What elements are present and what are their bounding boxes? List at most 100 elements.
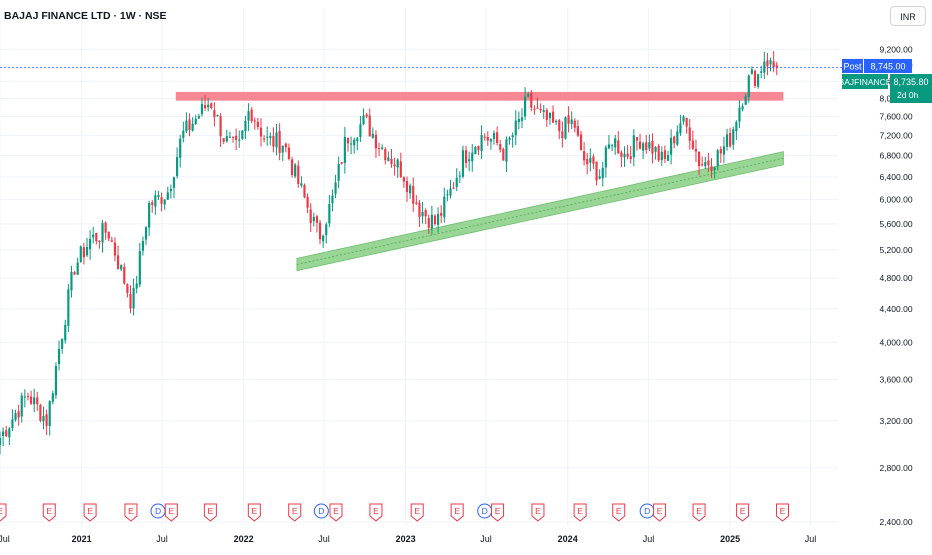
candle-body (216, 114, 219, 117)
candle-body (757, 74, 760, 87)
candle-body (430, 214, 433, 229)
candle-body (421, 211, 424, 217)
candle-body (14, 413, 17, 420)
candle-body (483, 136, 486, 138)
earnings-marker (450, 503, 464, 522)
candle-body (297, 165, 300, 185)
candle-body (98, 240, 101, 242)
candle-body (23, 396, 26, 398)
candle-body (309, 209, 312, 224)
candle-body (492, 132, 496, 139)
candle-body (701, 164, 704, 166)
support-channel-midline (296, 157, 784, 265)
candle-body (576, 126, 579, 136)
candle-body (561, 131, 564, 139)
currency-button[interactable]: INR (890, 6, 926, 26)
candle-body (247, 111, 250, 121)
time-axis[interactable]: Jul 2021 Jul 2022 Jul 2023 Jul 2024 Jul 2025 Jul (0, 534, 816, 544)
candle-body (259, 127, 263, 137)
candle-body (256, 121, 259, 127)
candle-body (474, 147, 477, 155)
candle-body (92, 234, 95, 238)
countdown-label: 2d 0h (897, 90, 919, 100)
candle-body (387, 157, 390, 162)
last-price-label: 8,735.80 (893, 77, 928, 87)
y-tick-label: 9,200.00 (879, 44, 912, 54)
earnings-marker-label: E (292, 506, 298, 516)
candle-body (101, 223, 104, 243)
earnings-marker (329, 503, 343, 522)
candle-body (555, 120, 558, 123)
candle-body (315, 216, 319, 223)
candle-body (614, 138, 617, 148)
candle-body (353, 139, 356, 146)
candle-body (446, 194, 449, 196)
candle-body (632, 135, 635, 158)
drawing-zones (175, 91, 784, 272)
candle-body (688, 127, 691, 141)
dividend-marker-label: D (644, 506, 650, 516)
post-tag-label: Post (843, 62, 862, 72)
candle-body (393, 164, 396, 167)
candle-body (154, 195, 157, 207)
candle-body (157, 195, 160, 198)
candle-body (368, 115, 371, 137)
symbol-badge (842, 74, 888, 89)
candle-body (682, 116, 685, 122)
earnings-marker (612, 503, 626, 522)
candle-body (601, 167, 604, 179)
event-markers: EEEEDEEEEDEEEEDEEEEDEEEE (0, 503, 790, 522)
candle-body (64, 324, 67, 341)
candle-body (45, 414, 48, 426)
x-tick-label: 2024 (558, 534, 578, 544)
candle-body (191, 123, 194, 131)
candle-body (418, 202, 421, 217)
candle-body (645, 142, 648, 151)
candle-body (54, 365, 58, 396)
earnings-marker-label: E (454, 506, 460, 516)
candle-body (151, 202, 154, 205)
candle-body (607, 144, 611, 149)
candle-body (337, 164, 340, 181)
candle-body (468, 159, 471, 162)
candle-body (747, 75, 750, 97)
candle-body (617, 140, 620, 154)
candle-body (346, 138, 350, 144)
x-tick-label: Jul (805, 534, 817, 544)
candle-body (710, 166, 713, 171)
candle-body (294, 164, 297, 177)
candle-body (741, 106, 744, 110)
candle-body (595, 161, 598, 181)
candle-body (70, 271, 73, 291)
candle-body (42, 416, 45, 422)
price-axis[interactable]: 9,200.008,800.008,400.008,000.007,600.00… (879, 44, 912, 527)
candle-body (511, 135, 514, 138)
candle-body (691, 140, 694, 149)
earnings-marker (247, 503, 261, 522)
candle-body (303, 185, 306, 198)
candle-body (440, 212, 443, 216)
x-tick-label: Jul (156, 534, 168, 544)
candle-body (160, 197, 163, 204)
candle-body (424, 210, 427, 217)
candle-body (322, 235, 325, 242)
earnings-marker-label: E (495, 506, 501, 516)
candle-body (775, 65, 778, 68)
candle-body (33, 397, 36, 405)
candle-body (51, 393, 54, 402)
last-price-badge (890, 74, 932, 103)
candle-body (185, 120, 188, 132)
candle-body (203, 105, 207, 109)
candle-body (120, 265, 123, 270)
candle-body (359, 124, 362, 137)
symbol-label: BAJFINANCE (839, 77, 892, 87)
candle-body (263, 138, 266, 140)
post-tag-badge (842, 59, 863, 73)
candle-body (17, 411, 20, 418)
candle-body (5, 430, 8, 437)
candle-body (449, 188, 452, 196)
candle-body (405, 180, 409, 192)
x-tick-label: 2021 (72, 534, 92, 544)
candle-body (642, 143, 645, 151)
